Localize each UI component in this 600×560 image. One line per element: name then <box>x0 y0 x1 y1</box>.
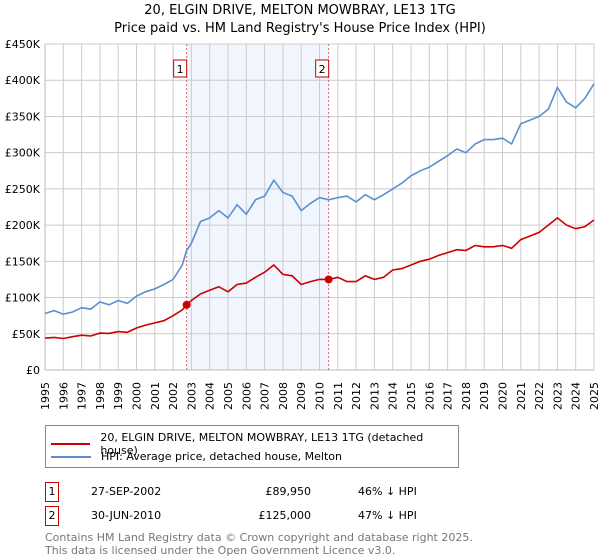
legend-item-hpi: HPI: Average price, detached house, Melt… <box>51 450 342 463</box>
sale-point <box>182 300 191 309</box>
y-tick-label: £200K <box>5 219 41 232</box>
y-tick-label: £400K <box>5 74 41 87</box>
x-tick-label: 2023 <box>551 382 564 410</box>
x-tick-label: 2006 <box>240 382 253 410</box>
x-tick-label: 1998 <box>94 382 107 410</box>
footer: Contains HM Land Registry data © Crown c… <box>45 531 473 557</box>
footer-licence: This data is licensed under the Open Gov… <box>45 544 396 557</box>
legend-label: HPI: Average price, detached house, Melt… <box>101 450 342 463</box>
x-tick-label: 2018 <box>460 382 473 410</box>
footer-copyright: Contains HM Land Registry data © Crown c… <box>45 531 473 544</box>
x-tick-label: 2022 <box>533 382 546 410</box>
marker-number: 2 <box>319 63 326 76</box>
x-tick-label: 2002 <box>167 382 180 410</box>
legend-swatch-blue <box>51 455 91 458</box>
transaction-badge: 2 <box>45 506 59 526</box>
x-tick-label: 2005 <box>222 382 235 410</box>
transaction-hpi: 47% ↓ HPI <box>358 509 417 522</box>
y-tick-label: £350K <box>5 110 41 123</box>
x-tick-label: 2015 <box>405 382 418 410</box>
x-tick-label: 2020 <box>497 382 510 410</box>
y-tick-label: £150K <box>5 255 41 268</box>
series-line <box>44 83 595 316</box>
x-tick-label: 2011 <box>332 382 345 410</box>
marker-number: 1 <box>177 63 184 76</box>
transaction-date: 27-SEP-2002 <box>91 485 162 498</box>
x-tick-label: 2013 <box>368 382 381 410</box>
marker-badge <box>173 59 188 78</box>
chart-title: 20, ELGIN DRIVE, MELTON MOWBRAY, LE13 1T… <box>144 3 456 18</box>
price-chart: 1995 1996 1997 1998 1999 2000 2001 2002 2003 2004… <box>5 38 600 410</box>
marker-label: 1 <box>173 59 188 78</box>
legend-swatch-red <box>51 443 91 445</box>
shaded-period <box>186 44 329 370</box>
x-tick-label: 2004 <box>204 382 217 410</box>
x-tick-label: 2019 <box>478 382 491 410</box>
transaction-date: 30-JUN-2010 <box>91 509 162 522</box>
x-tick-label: 2010 <box>314 382 327 410</box>
x-tick-label: 1997 <box>76 382 89 410</box>
marker-badge <box>315 59 330 78</box>
x-tick-label: 1995 <box>39 382 52 410</box>
y-tick-label: £0 <box>26 364 40 377</box>
x-tick-label: 2012 <box>350 382 363 410</box>
legend-item-property: 20, ELGIN DRIVE, MELTON MOWBRAY, LE13 1T… <box>51 431 458 457</box>
marker-label: 2 <box>315 59 330 78</box>
chart-subtitle: Price paid vs. HM Land Registry's House … <box>114 21 486 36</box>
x-tick-label: 2008 <box>277 382 290 410</box>
x-tick-label: 2016 <box>423 382 436 410</box>
legend: 20, ELGIN DRIVE, MELTON MOWBRAY, LE13 1T… <box>45 425 459 468</box>
y-tick-label: £50K <box>12 328 41 341</box>
x-tick-label: 2000 <box>131 382 144 410</box>
transaction-price: £125,000 <box>258 509 312 522</box>
x-tick-label: 2001 <box>149 382 162 410</box>
x-tick-label: 2007 <box>259 382 272 410</box>
y-tick-label: £450K <box>5 38 41 51</box>
x-tick-label: 2017 <box>442 382 455 410</box>
series-line <box>44 216 595 340</box>
x-tick-label: 2021 <box>515 382 528 410</box>
x-tick-label: 2009 <box>295 382 308 410</box>
x-tick-label: 1999 <box>112 382 125 410</box>
y-tick-label: £300K <box>5 147 41 160</box>
transaction-hpi: 46% ↓ HPI <box>358 485 417 498</box>
x-tick-label: 1996 <box>57 382 70 410</box>
transaction-row: 1 27-SEP-2002 £89,950 46% ↓ HPI <box>45 482 445 502</box>
transaction-price: £89,950 <box>265 485 312 498</box>
x-tick-label: 2024 <box>570 382 583 410</box>
x-tick-label: 2025 <box>588 382 600 410</box>
x-tick-label: 2014 <box>387 382 400 410</box>
transaction-badge: 1 <box>45 482 59 502</box>
x-tick-label: 2003 <box>185 382 198 410</box>
legend-label: 20, ELGIN DRIVE, MELTON MOWBRAY, LE13 1T… <box>100 431 424 457</box>
sale-point <box>324 275 333 284</box>
transaction-row: 2 30-JUN-2010 £125,000 47% ↓ HPI <box>45 506 445 526</box>
y-tick-label: £100K <box>5 292 41 305</box>
y-tick-label: £250K <box>5 183 41 196</box>
